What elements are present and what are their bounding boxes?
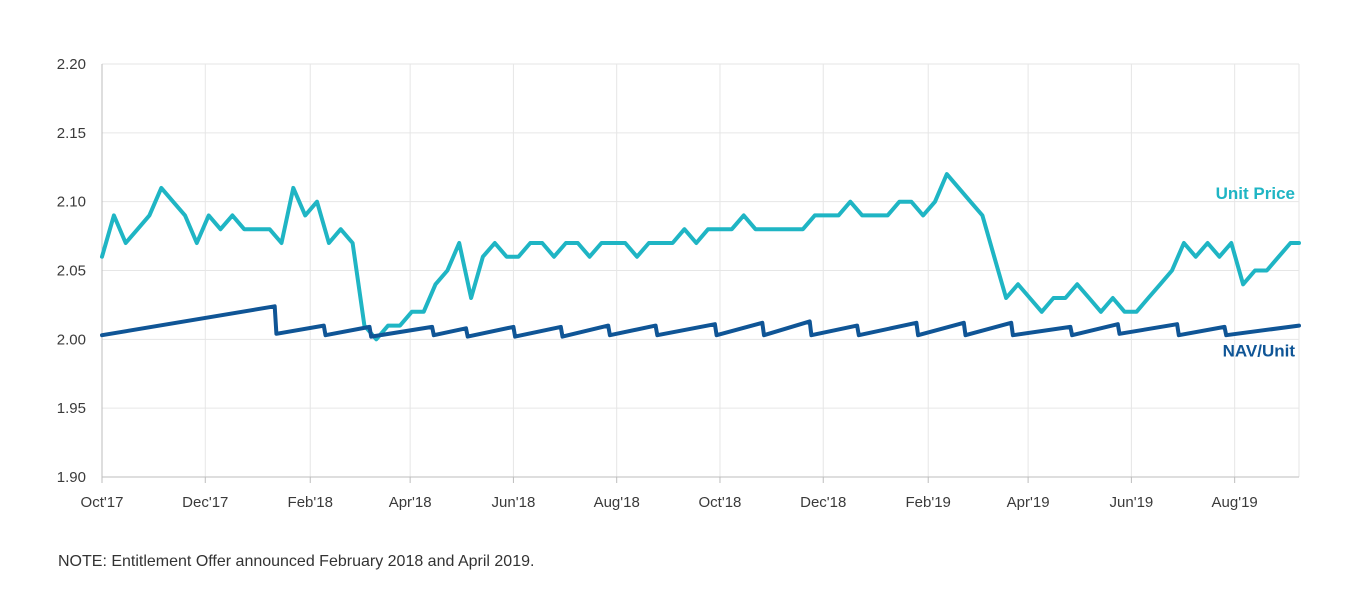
y-tick-label: 1.95 — [57, 400, 86, 417]
y-tick-label: 2.00 — [57, 331, 86, 348]
series-labels: Unit Price NAV/Unit — [1216, 184, 1296, 361]
series-line-unit-price — [100, 172, 1301, 342]
x-tick-label: Aug'18 — [594, 494, 640, 511]
y-tick-label: 2.10 — [57, 194, 86, 211]
series-lines — [100, 172, 1301, 342]
chart-note: NOTE: Entitlement Offer announced Februa… — [58, 553, 535, 570]
x-tick-label: Dec'18 — [800, 494, 846, 511]
x-tick-label: Feb'19 — [906, 494, 951, 511]
chart-grid — [101, 63, 1300, 478]
x-axis: Oct'17 Dec'17 Feb'18 Apr'18 Jun'18 Aug'18 Oct'… — [81, 477, 1258, 511]
x-tick-label: Dec'17 — [182, 494, 228, 511]
x-tick-label: Apr'18 — [389, 494, 432, 511]
y-tick-label: 2.05 — [57, 263, 86, 280]
x-tick-label: Feb'18 — [288, 494, 333, 511]
x-tick-label: Aug'19 — [1212, 494, 1258, 511]
y-tick-label: 2.20 — [57, 56, 86, 73]
x-tick-label: Oct'17 — [81, 494, 124, 511]
x-tick-label: Jun'19 — [1110, 494, 1154, 511]
y-axis: 2.20 2.15 2.10 2.05 2.00 1.95 1.90 — [57, 56, 86, 486]
x-tick-label: Jun'18 — [492, 494, 536, 511]
series-label-nav-unit: NAV/Unit — [1223, 342, 1296, 361]
y-tick-label: 2.15 — [57, 125, 86, 142]
x-tick-label: Apr'19 — [1007, 494, 1050, 511]
y-tick-label: 1.90 — [57, 469, 86, 486]
x-tick-label: Oct'18 — [699, 494, 742, 511]
series-line-nav-unit — [100, 304, 1301, 339]
series-label-unit-price: Unit Price — [1216, 184, 1295, 203]
